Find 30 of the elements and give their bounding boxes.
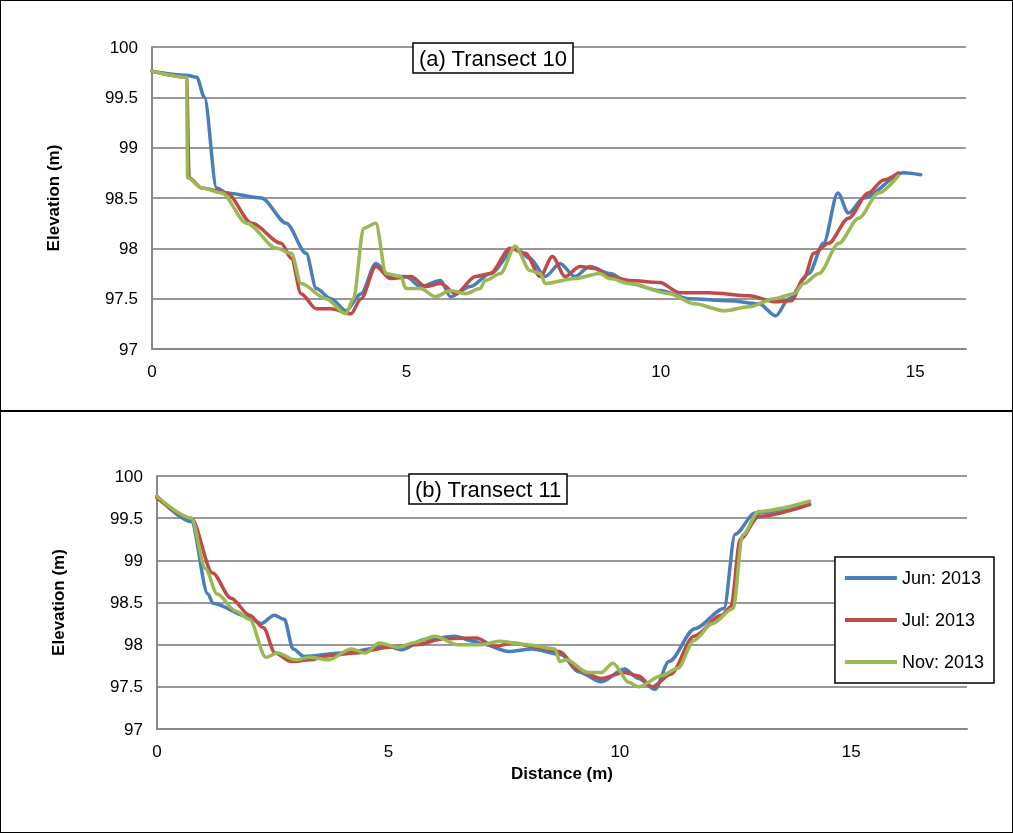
- legend-label: Jun: 2013: [901, 568, 982, 588]
- y-axis-title: Elevation (m): [44, 144, 63, 252]
- x-tick-label: 10: [651, 362, 671, 381]
- x-tick-label: 15: [905, 362, 925, 381]
- legend-label: Nov: 2013: [901, 652, 985, 672]
- chart-title: (b) Transect 11: [415, 476, 562, 502]
- x-tick-label: 5: [401, 362, 412, 381]
- y-tick-label: 99: [119, 138, 138, 158]
- x-tick-label: 0: [147, 362, 157, 381]
- y-tick-label: 99.5: [109, 508, 143, 528]
- y-tick-label: 97: [119, 339, 138, 359]
- y-tick-label: 99: [124, 550, 143, 570]
- y-tick-label: 97.5: [109, 677, 143, 697]
- y-tick-label: 99.5: [104, 87, 138, 107]
- y-tick-label: 98.5: [104, 188, 138, 208]
- y-axis-title: Elevation (m): [49, 549, 68, 656]
- x-tick-label: 0: [152, 742, 162, 761]
- y-tick-label: 100: [109, 37, 138, 57]
- y-tick-label: 100: [114, 466, 143, 486]
- legend-label: Jul: 2013: [901, 610, 976, 630]
- y-tick-label: 98.5: [109, 593, 143, 612]
- chart-title: (a) Transect 10: [419, 45, 567, 71]
- x-tick-label: 10: [610, 742, 630, 761]
- y-tick-label: 97.5: [104, 289, 138, 309]
- y-tick-label: 97: [124, 719, 143, 739]
- x-axis-title: Distance (m): [510, 763, 614, 783]
- y-tick-label: 98: [124, 635, 143, 655]
- x-tick-label: 5: [383, 742, 394, 761]
- y-tick-label: 98: [119, 238, 138, 258]
- x-tick-label: 15: [841, 742, 861, 761]
